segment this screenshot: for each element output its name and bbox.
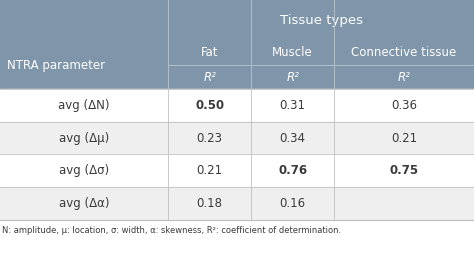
Text: Connective tissue: Connective tissue	[351, 47, 457, 59]
Text: 0.34: 0.34	[280, 132, 306, 145]
Text: avg (Δσ): avg (Δσ)	[59, 164, 109, 177]
Text: Muscle: Muscle	[273, 47, 313, 59]
Text: R²: R²	[203, 71, 216, 84]
Text: 0.75: 0.75	[390, 164, 419, 177]
Text: 0.50: 0.50	[195, 99, 224, 112]
Text: avg (ΔN): avg (ΔN)	[58, 99, 110, 112]
Text: 0.21: 0.21	[391, 132, 417, 145]
Text: 0.23: 0.23	[197, 132, 223, 145]
Text: NTRA parameter: NTRA parameter	[7, 59, 105, 72]
Text: 0.18: 0.18	[197, 197, 223, 210]
Text: 0.31: 0.31	[280, 99, 306, 112]
Text: avg (Δα): avg (Δα)	[59, 197, 109, 210]
Text: 0.76: 0.76	[278, 164, 307, 177]
Text: 0.16: 0.16	[280, 197, 306, 210]
Text: avg (Δμ): avg (Δμ)	[59, 132, 109, 145]
Text: Fat: Fat	[201, 47, 219, 59]
Text: 0.21: 0.21	[197, 164, 223, 177]
Text: R²: R²	[398, 71, 410, 84]
Text: 0.36: 0.36	[391, 99, 417, 112]
Text: Tissue types: Tissue types	[280, 14, 363, 27]
Text: R²: R²	[286, 71, 299, 84]
Text: N: amplitude, μ: location, σ: width, α: skewness, R²: coefficient of determinati: N: amplitude, μ: location, σ: width, α: …	[2, 226, 341, 235]
